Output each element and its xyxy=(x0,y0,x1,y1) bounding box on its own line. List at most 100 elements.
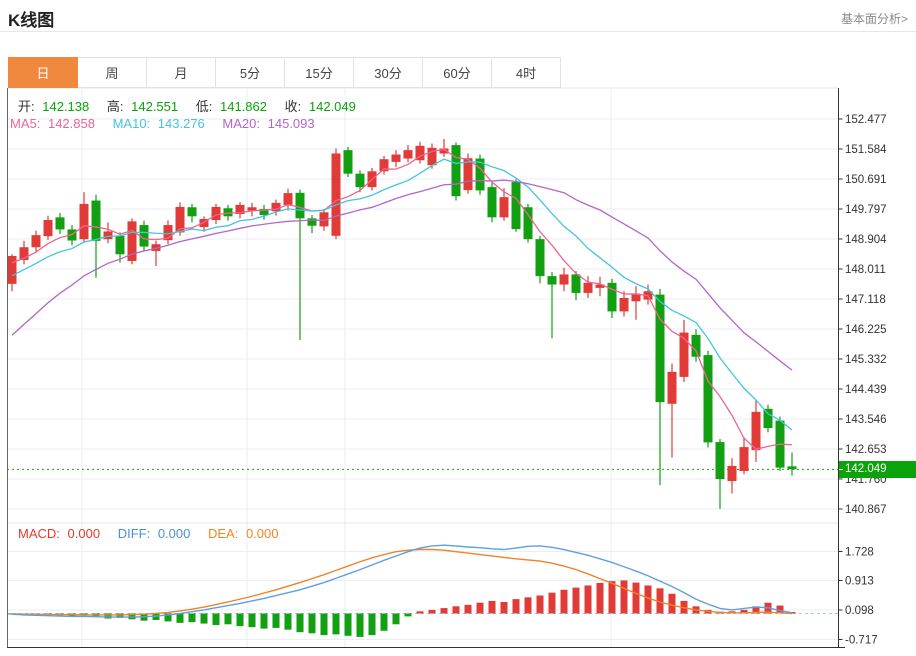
candle-body xyxy=(667,371,677,404)
candle-body xyxy=(391,154,401,162)
candle-body xyxy=(523,207,533,240)
candle-body xyxy=(331,153,341,236)
candle-body xyxy=(307,218,317,226)
candle-body xyxy=(727,465,737,482)
axis-tick-label: 146.225 xyxy=(845,324,887,336)
candle-body xyxy=(691,334,701,357)
candle-body xyxy=(91,200,101,241)
candle-body xyxy=(295,192,305,219)
candle-body xyxy=(115,235,125,255)
axis-tick-label: 150.691 xyxy=(845,174,887,186)
diff-line xyxy=(11,544,793,618)
candle-body xyxy=(595,284,605,288)
axis-tick-label: 149.797 xyxy=(845,204,887,216)
tab-月[interactable]: 月 xyxy=(146,57,216,88)
axis-tick-label: 0.913 xyxy=(845,576,874,588)
candle-body xyxy=(619,297,629,312)
candle-body xyxy=(499,197,509,218)
candle-body xyxy=(571,274,581,293)
candle-body xyxy=(199,219,209,228)
tab-15分[interactable]: 15分 xyxy=(284,57,354,88)
candle-body xyxy=(151,244,161,251)
axis-tick-label: 147.118 xyxy=(845,294,886,306)
candle-body xyxy=(415,145,425,161)
candle-body xyxy=(703,355,713,443)
candle-body xyxy=(187,207,197,217)
axis-tick-label: 0.098 xyxy=(845,605,874,617)
axis-tick-label: 142.653 xyxy=(845,444,887,456)
candle-body xyxy=(547,276,557,285)
candle-body xyxy=(223,208,233,217)
candle-body xyxy=(247,207,257,211)
axis-tick-label: 145.332 xyxy=(845,354,887,366)
candle-body xyxy=(355,173,365,188)
candle-body xyxy=(655,294,665,403)
candle-body xyxy=(739,447,749,471)
candle-body xyxy=(235,204,245,214)
tab-5分[interactable]: 5分 xyxy=(215,57,285,88)
candle-body xyxy=(271,202,281,212)
candle-body xyxy=(463,158,473,191)
axis-tick-label: 148.011 xyxy=(845,264,886,276)
axis-tick-label: 152.477 xyxy=(845,114,887,126)
candle-body xyxy=(163,225,173,241)
candle-body xyxy=(679,332,689,377)
candle-body xyxy=(487,187,497,218)
page-title: K线图 xyxy=(8,11,55,30)
candle-body xyxy=(559,274,569,285)
candle-body xyxy=(127,221,137,262)
candle-body xyxy=(403,150,413,159)
candle-body xyxy=(787,466,797,470)
dea-line xyxy=(11,548,793,616)
tab-日[interactable]: 日 xyxy=(8,57,78,88)
ma20-line xyxy=(11,179,793,371)
header-divider xyxy=(0,31,916,32)
axis-tick-label: 143.546 xyxy=(845,414,887,426)
candle-body xyxy=(175,206,185,233)
candle-body xyxy=(283,193,293,205)
macd-lines xyxy=(11,544,793,618)
candle-body xyxy=(583,282,593,293)
candles xyxy=(7,139,797,509)
candle-body xyxy=(19,247,29,260)
candle-body xyxy=(259,208,269,215)
candle-body xyxy=(511,182,521,230)
tab-30分[interactable]: 30分 xyxy=(353,57,423,88)
last-price-value: 142.049 xyxy=(845,463,887,475)
candle-body xyxy=(427,147,437,166)
tab-60分[interactable]: 60分 xyxy=(422,57,492,88)
axis-tick-label: -0.717 xyxy=(845,634,878,646)
candle-body xyxy=(7,255,17,284)
axis-tick-label: 151.584 xyxy=(845,144,887,156)
candle-body xyxy=(79,203,89,240)
last-price-tag: 142.049 xyxy=(839,461,916,478)
candle-body xyxy=(103,231,113,240)
tab-4时[interactable]: 4时 xyxy=(491,57,561,88)
candle-body xyxy=(139,225,149,247)
candle-body xyxy=(631,293,641,302)
ma5-line xyxy=(11,148,793,450)
candle-body xyxy=(751,411,761,451)
candle-body xyxy=(31,235,41,248)
candle-body xyxy=(535,239,545,277)
axis-tick-label: 1.728 xyxy=(845,546,874,558)
candle-body xyxy=(43,220,53,237)
candle-body xyxy=(763,408,773,428)
tab-周[interactable]: 周 xyxy=(77,57,147,88)
axis-tick-label: 140.867 xyxy=(845,504,887,516)
ma-lines xyxy=(11,148,793,450)
candle-body xyxy=(343,150,353,174)
axis-tick-label: 148.904 xyxy=(845,234,887,246)
candle-body xyxy=(379,159,389,172)
axes: 152.477 151.584 150.691 149.797 148.904 148.0… xyxy=(7,88,887,649)
candle-body xyxy=(211,206,221,221)
period-tabs: 日周月 5分 15分 30分 60分 4时 xyxy=(8,57,561,88)
candle-body xyxy=(715,442,725,480)
candle-body xyxy=(439,148,449,154)
candle-body xyxy=(55,217,65,230)
candle-body xyxy=(319,212,329,227)
candle-body xyxy=(451,145,461,197)
candle-body xyxy=(475,158,485,191)
fundamental-analysis-link[interactable]: 基本面分析> xyxy=(840,12,908,26)
